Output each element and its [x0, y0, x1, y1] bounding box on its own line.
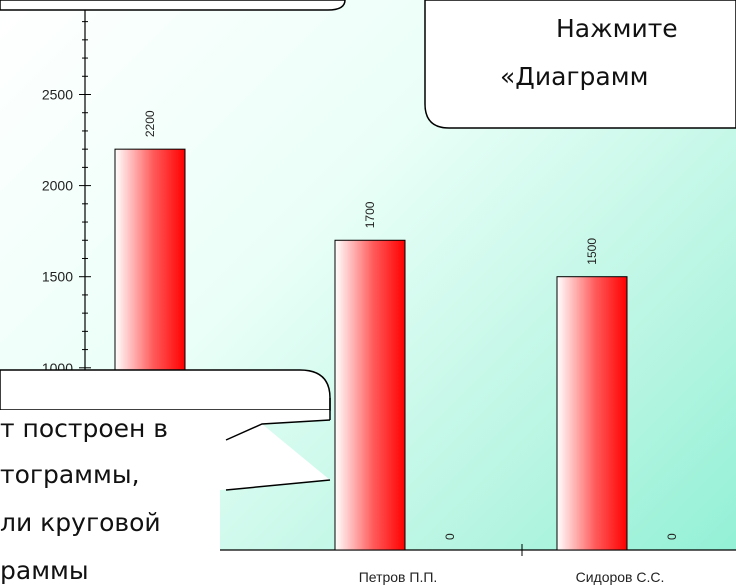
- bar-value-label: 1500: [585, 238, 599, 265]
- bar-value-label: 1700: [363, 201, 377, 228]
- category-label: Сидоров С.С.: [576, 569, 665, 585]
- bar-value-label-zero: 0: [665, 533, 679, 540]
- category-label: Петров П.П.: [359, 569, 438, 585]
- y-tick-label: 1500: [42, 269, 73, 285]
- callout-bottom-left-line3: ли круговой: [0, 508, 161, 537]
- callout-bottom-left-line1: т построен в: [0, 414, 169, 443]
- bar: [334, 239, 406, 551]
- y-tick-label: 2500: [42, 87, 73, 103]
- callout-bottom-left-line4: раммы: [0, 556, 89, 585]
- bar-value-label: 2200: [143, 110, 157, 137]
- bar-value-label-zero: 0: [443, 533, 457, 540]
- y-tick-label: 2000: [42, 178, 73, 194]
- callout-bottom-left-line2: тограммы,: [0, 460, 140, 489]
- callout-top-right-line1: Нажмите: [556, 14, 678, 43]
- bar: [556, 276, 628, 551]
- callout-top-right-line2: «Диаграмм: [500, 62, 649, 91]
